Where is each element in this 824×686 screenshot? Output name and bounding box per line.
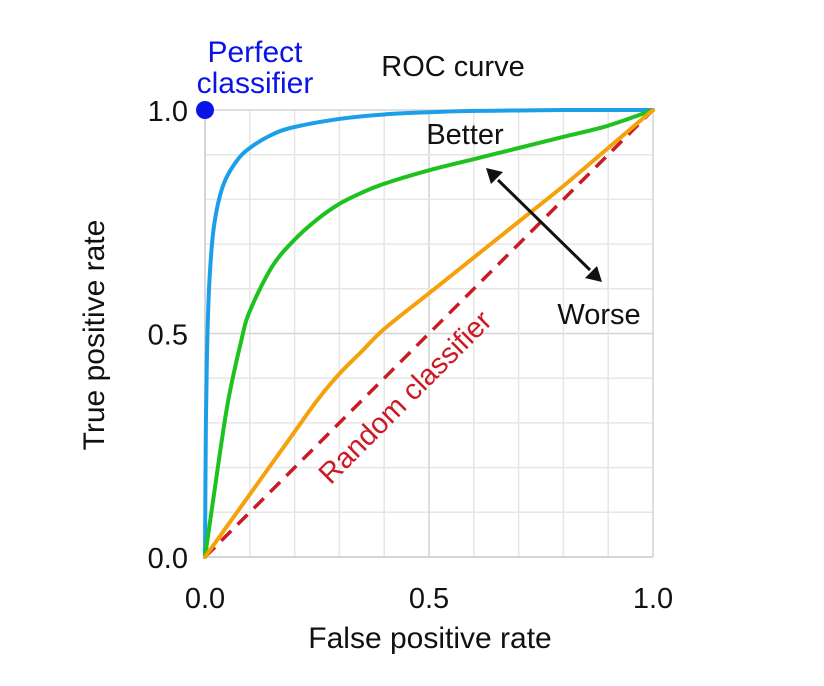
y-tick-label: 0.0 [148,543,188,575]
roc-curve-good [203,108,655,559]
series-lines [203,107,655,559]
x-tick-label: 0.5 [409,583,449,615]
x-tick-label: 1.0 [633,583,673,615]
x-axis-label: False positive rate [308,622,551,655]
random-classifier-annotation: Random classifier [313,305,499,491]
y-axis-label: True positive rate [78,220,111,451]
perfect-classifier-point [196,101,214,119]
worse-annotation: Worse [557,299,640,331]
roc-curve-fair [203,108,655,559]
y-tick-label: 0.5 [148,320,188,352]
tick-labels: 0.0 0.5 1.0 0.0 0.5 1.0 [148,96,673,615]
random-classifier-line [203,108,655,559]
better-worse-arrow [486,168,602,282]
roc-curve-excellent [203,107,655,559]
perfect-classifier-label-line2: classifier [197,67,314,100]
better-annotation: Better [426,119,504,151]
perfect-classifier-label-line1: Perfect [207,36,303,69]
x-tick-label: 0.0 [185,583,225,615]
chart-title: ROC curve [381,51,524,83]
y-tick-label: 1.0 [148,96,188,128]
points [196,101,214,119]
